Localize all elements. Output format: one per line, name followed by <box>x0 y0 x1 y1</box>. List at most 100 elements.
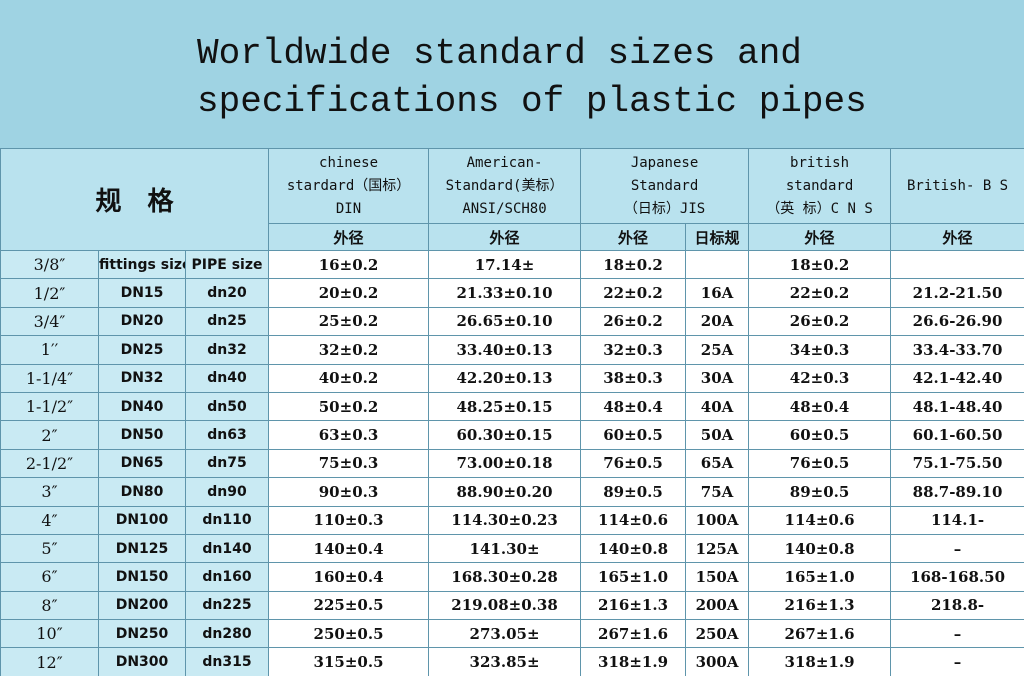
cell: 42±0.3 <box>748 363 892 393</box>
cell: 6″ <box>0 562 99 592</box>
cell: DN25 <box>98 335 186 365</box>
cell: 5″ <box>0 533 99 564</box>
cell: dn20 <box>184 278 270 308</box>
cell: dn40 <box>184 363 270 393</box>
cell: 1/2″ <box>0 278 99 308</box>
cell: 250±0.5 <box>268 619 430 649</box>
column-header: british standard （英 标）C N S <box>748 148 892 224</box>
cell <box>890 249 1024 280</box>
cell: 32±0.3 <box>580 335 687 365</box>
cell: dn280 <box>184 619 270 649</box>
subheader-row: 外径 外径 外径 日标规 外径 外径 <box>1 223 1024 251</box>
cell: dn315 <box>184 647 270 676</box>
cell: 160±0.4 <box>268 562 430 592</box>
cell: 48±0.4 <box>580 391 687 422</box>
cell: 100A <box>685 505 750 535</box>
cell: 30A <box>685 363 750 393</box>
cell: 114±0.6 <box>580 505 687 535</box>
data-row: 3/4″ DN20 dn25 25±0.2 26.65±0.10 26±0.2 20A 26±… <box>0 306 1024 337</box>
cell: DN65 <box>98 448 186 479</box>
cell: 12″ <box>0 647 99 676</box>
data-row: 2″ DN50 dn63 63±0.3 60.30±0.15 60±0.5 50A 60±0.… <box>0 420 1024 450</box>
title-line: specifications of plastic pipes <box>197 81 867 122</box>
cell: 273.05± <box>428 619 582 649</box>
data-row: 1-1/2″ DN40 dn50 50±0.2 48.25±0.15 48±0.4 40A 4… <box>0 391 1024 422</box>
cell: DN50 <box>98 420 186 450</box>
cell: 168-168.50 <box>890 562 1024 592</box>
header-line: ANSI/SCH80 <box>462 200 547 217</box>
cell: 60±0.5 <box>748 420 892 450</box>
cell: 140±0.4 <box>268 533 430 564</box>
cell <box>685 249 750 280</box>
cell: 48±0.4 <box>748 391 892 422</box>
cell: 165±1.0 <box>748 562 892 592</box>
cell: 2″ <box>0 420 99 450</box>
header-line: American- <box>466 154 543 171</box>
cell: 88.90±0.20 <box>428 477 582 507</box>
cell: 20±0.2 <box>268 278 430 308</box>
cell: 125A <box>685 533 750 564</box>
cell: 48.1-48.40 <box>890 391 1024 422</box>
header-line: Japanese <box>630 154 699 171</box>
cell: 3″ <box>0 477 99 507</box>
cell: DN40 <box>98 391 186 422</box>
data-row: 5″ DN125 dn140 140±0.4 141.30± 140±0.8 125A 140… <box>0 533 1024 564</box>
data-row: 4″ DN100 dn110 110±0.3 114.30±0.23 114±0.6 100… <box>0 505 1024 535</box>
cell: dn110 <box>184 505 270 535</box>
header-line: chinese <box>319 154 379 171</box>
subheader: 外径 <box>268 223 430 251</box>
cell: fittings size <box>98 249 186 280</box>
cell: 250A <box>685 619 750 649</box>
cell: 165±1.0 <box>580 562 687 592</box>
cell: 34±0.3 <box>748 335 892 365</box>
cell: 22±0.2 <box>580 278 687 308</box>
cell: 315±0.5 <box>268 647 430 676</box>
subheader: 外径 <box>580 223 687 251</box>
cell: 90±0.3 <box>268 477 430 507</box>
cell: 75±0.3 <box>268 448 430 479</box>
subheader: 日标规 <box>685 223 750 251</box>
cell: 22±0.2 <box>748 278 892 308</box>
cell: 3/8″ <box>0 249 99 280</box>
cell: 18±0.2 <box>580 249 687 280</box>
cell: 60.30±0.15 <box>428 420 582 450</box>
cell: DN250 <box>98 619 186 649</box>
cell: 16A <box>685 278 750 308</box>
data-row: 8″ DN200 dn225 225±0.5 219.08±0.38 216±1.3 200… <box>0 590 1024 621</box>
cell: 26±0.2 <box>748 306 892 337</box>
cell: 140±0.8 <box>580 533 687 564</box>
cell: 300A <box>685 647 750 676</box>
cell: 65A <box>685 448 750 479</box>
cell: 89±0.5 <box>748 477 892 507</box>
cell: 25±0.2 <box>268 306 430 337</box>
header-line: British- B S <box>906 177 1009 194</box>
cell: DN200 <box>98 590 186 621</box>
data-row: 3/8″ fittings size PIPE size 16±0.2 17.14± 18… <box>0 249 1024 280</box>
cell: 8″ <box>0 590 99 621</box>
cell: 110±0.3 <box>268 505 430 535</box>
cell: – <box>890 619 1024 649</box>
spec-table: 规 格 chinese stardard（国标） DIN American- Standa… <box>0 148 1024 676</box>
cell: 267±1.6 <box>748 619 892 649</box>
cell: 216±1.3 <box>748 590 892 621</box>
cell: dn225 <box>184 590 270 621</box>
cell: DN125 <box>98 533 186 564</box>
cell: – <box>890 533 1024 564</box>
cell: 73.00±0.18 <box>428 448 582 479</box>
cell: 200A <box>685 590 750 621</box>
cell: 141.30± <box>428 533 582 564</box>
column-header: Japanese Standard （日标）JIS <box>580 148 750 224</box>
cell: 114±0.6 <box>748 505 892 535</box>
data-row: 2-1/2″ DN65 dn75 75±0.3 73.00±0.18 76±0.5 65A 7… <box>0 448 1024 479</box>
header-line: （英 标）C N S <box>766 200 873 217</box>
cell: 50±0.2 <box>268 391 430 422</box>
subheader: 外径 <box>890 223 1024 251</box>
cell: 33.4-33.70 <box>890 335 1024 365</box>
cell: 18±0.2 <box>748 249 892 280</box>
cell: PIPE size <box>184 249 270 280</box>
cell: 26.6-26.90 <box>890 306 1024 337</box>
header-line: Standard <box>630 177 699 194</box>
cell: 1-1/4″ <box>0 363 99 393</box>
data-row: 3″ DN80 dn90 90±0.3 88.90±0.20 89±0.5 75A 89±0.… <box>0 477 1024 507</box>
cell: dn140 <box>184 533 270 564</box>
